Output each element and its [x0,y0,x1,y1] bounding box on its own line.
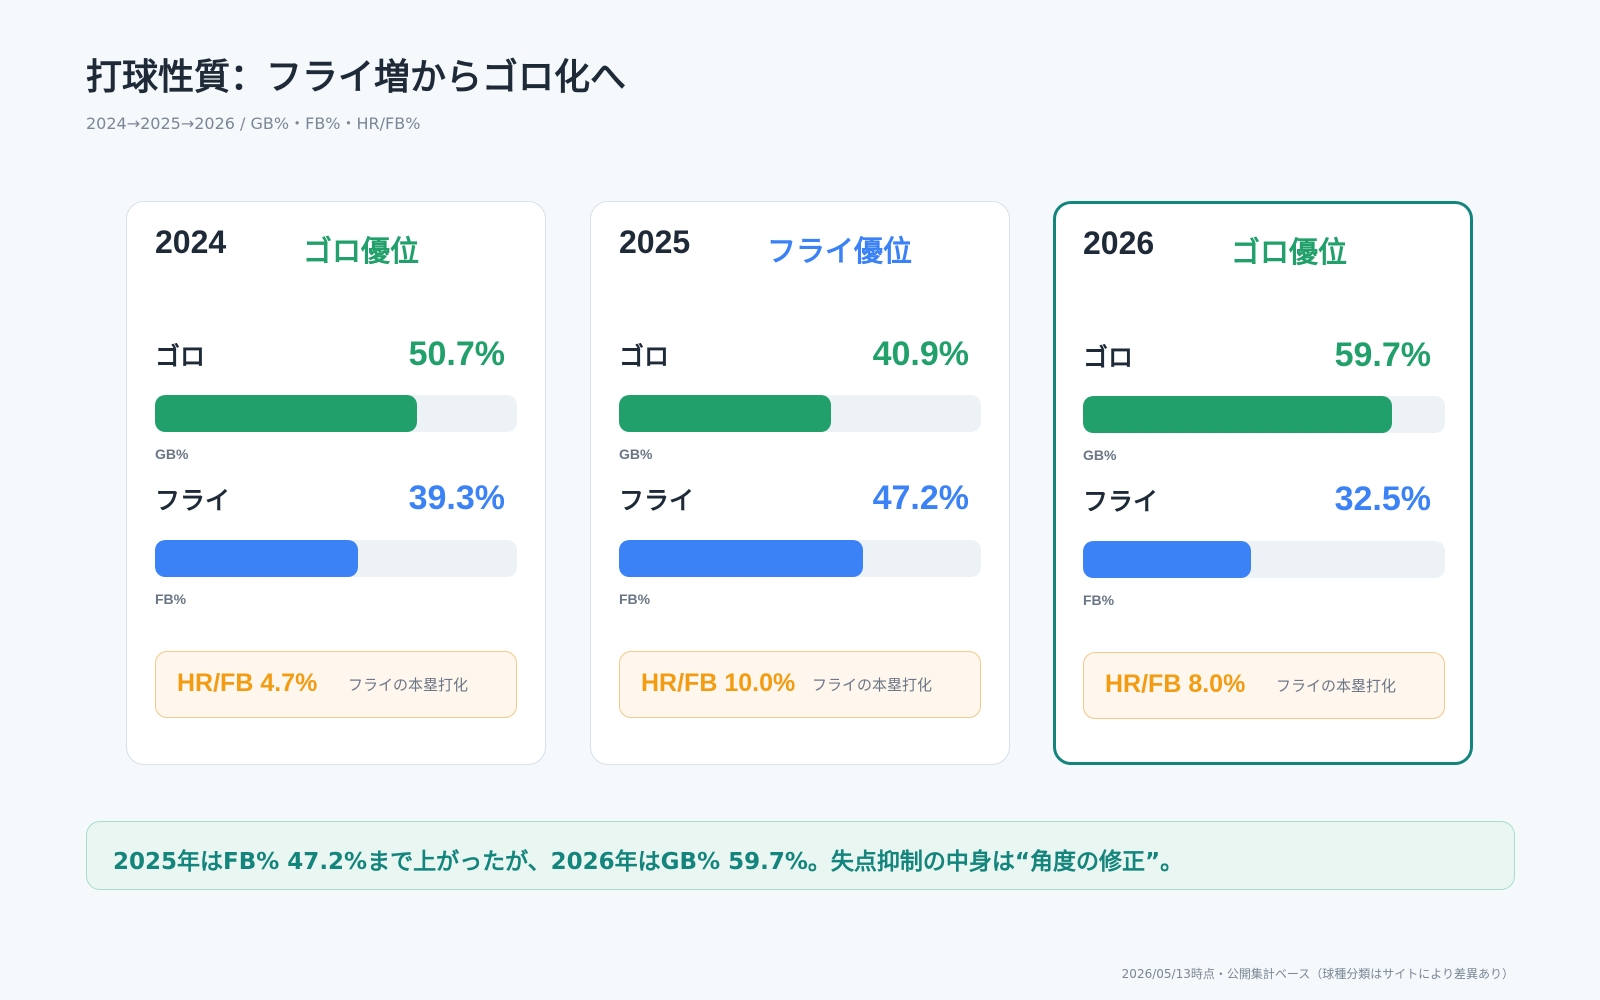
fly-bar-fill [1083,541,1252,578]
fly-value: 39.3% [408,479,505,517]
ground-bar-fill [155,395,418,432]
fly-label: フライ [155,486,231,515]
hr-fb-box: HR/FB 4.7% フライの本塁打化 [155,651,517,718]
ground-bar-caption: GB% [155,446,189,462]
hr-fb-box: HR/FB 8.0% フライの本塁打化 [1083,652,1445,719]
ground-bar-track [1083,396,1445,433]
ground-value: 40.9% [872,335,969,373]
hr-fb-note: フライの本塁打化 [812,676,933,694]
fly-bar-fill [155,540,359,577]
hr-fb-value: HR/FB 8.0% [1105,670,1246,698]
hr-fb-value: HR/FB 4.7% [177,669,318,697]
fly-bar-track [155,540,517,577]
fly-bar-caption: FB% [1083,592,1115,608]
hr-fb-note: フライの本塁打化 [1276,677,1397,695]
page-title: 打球性質：フライ増からゴロ化へ [86,57,627,98]
summary-callout-text: 2025年はFB% 47.2%まで上がったが、2026年はGB% 59.7%。失… [113,849,1184,875]
hr-fb-value: HR/FB 10.0% [641,669,796,697]
fly-bar-track [619,540,981,577]
ground-bar-caption: GB% [1083,447,1117,463]
summary-callout: 2025年はFB% 47.2%まで上がったが、2026年はGB% 59.7%。失… [86,821,1515,890]
ground-bar-track [155,395,517,432]
fly-bar-caption: FB% [155,591,187,607]
ground-bar-track [619,395,981,432]
ground-value: 59.7% [1334,336,1431,374]
ground-label: ゴロ [619,342,670,371]
fly-value: 47.2% [872,479,969,517]
fly-bar-track [1083,541,1445,578]
card-year: 2026 [1083,225,1155,261]
source-footnote: 2026/05/13時点・公開集計ベース（球種分類はサイトにより差異あり） [1121,967,1514,981]
ground-value: 50.7% [408,335,505,373]
fly-label: フライ [1083,487,1159,516]
card-verdict: ゴロ優位 [1231,235,1348,269]
card-year: 2025 [619,224,691,260]
hr-fb-box: HR/FB 10.0% フライの本塁打化 [619,651,981,718]
page-subtitle: 2024→2025→2026 / GB%・FB%・HR/FB% [86,114,421,133]
hr-fb-note: フライの本塁打化 [348,676,469,694]
ground-label: ゴロ [155,342,206,371]
ground-label: ゴロ [1083,343,1134,372]
ground-bar-caption: GB% [619,446,653,462]
year-card-2024: 2024 ゴロ優位 ゴロ 50.7% GB% フライ 39.3% FB% HR/… [126,201,546,765]
ground-bar-fill [619,395,831,432]
card-verdict: ゴロ優位 [303,234,420,268]
card-year: 2024 [155,224,227,260]
fly-value: 32.5% [1334,480,1431,518]
fly-bar-fill [619,540,864,577]
year-card-2026: 2026 ゴロ優位 ゴロ 59.7% GB% フライ 32.5% FB% HR/… [1053,201,1473,765]
fly-bar-caption: FB% [619,591,651,607]
card-verdict: フライ優位 [767,234,913,268]
year-card-2025: 2025 フライ優位 ゴロ 40.9% GB% フライ 47.2% FB% HR… [590,201,1010,765]
ground-bar-fill [1083,396,1392,433]
fly-label: フライ [619,486,695,515]
